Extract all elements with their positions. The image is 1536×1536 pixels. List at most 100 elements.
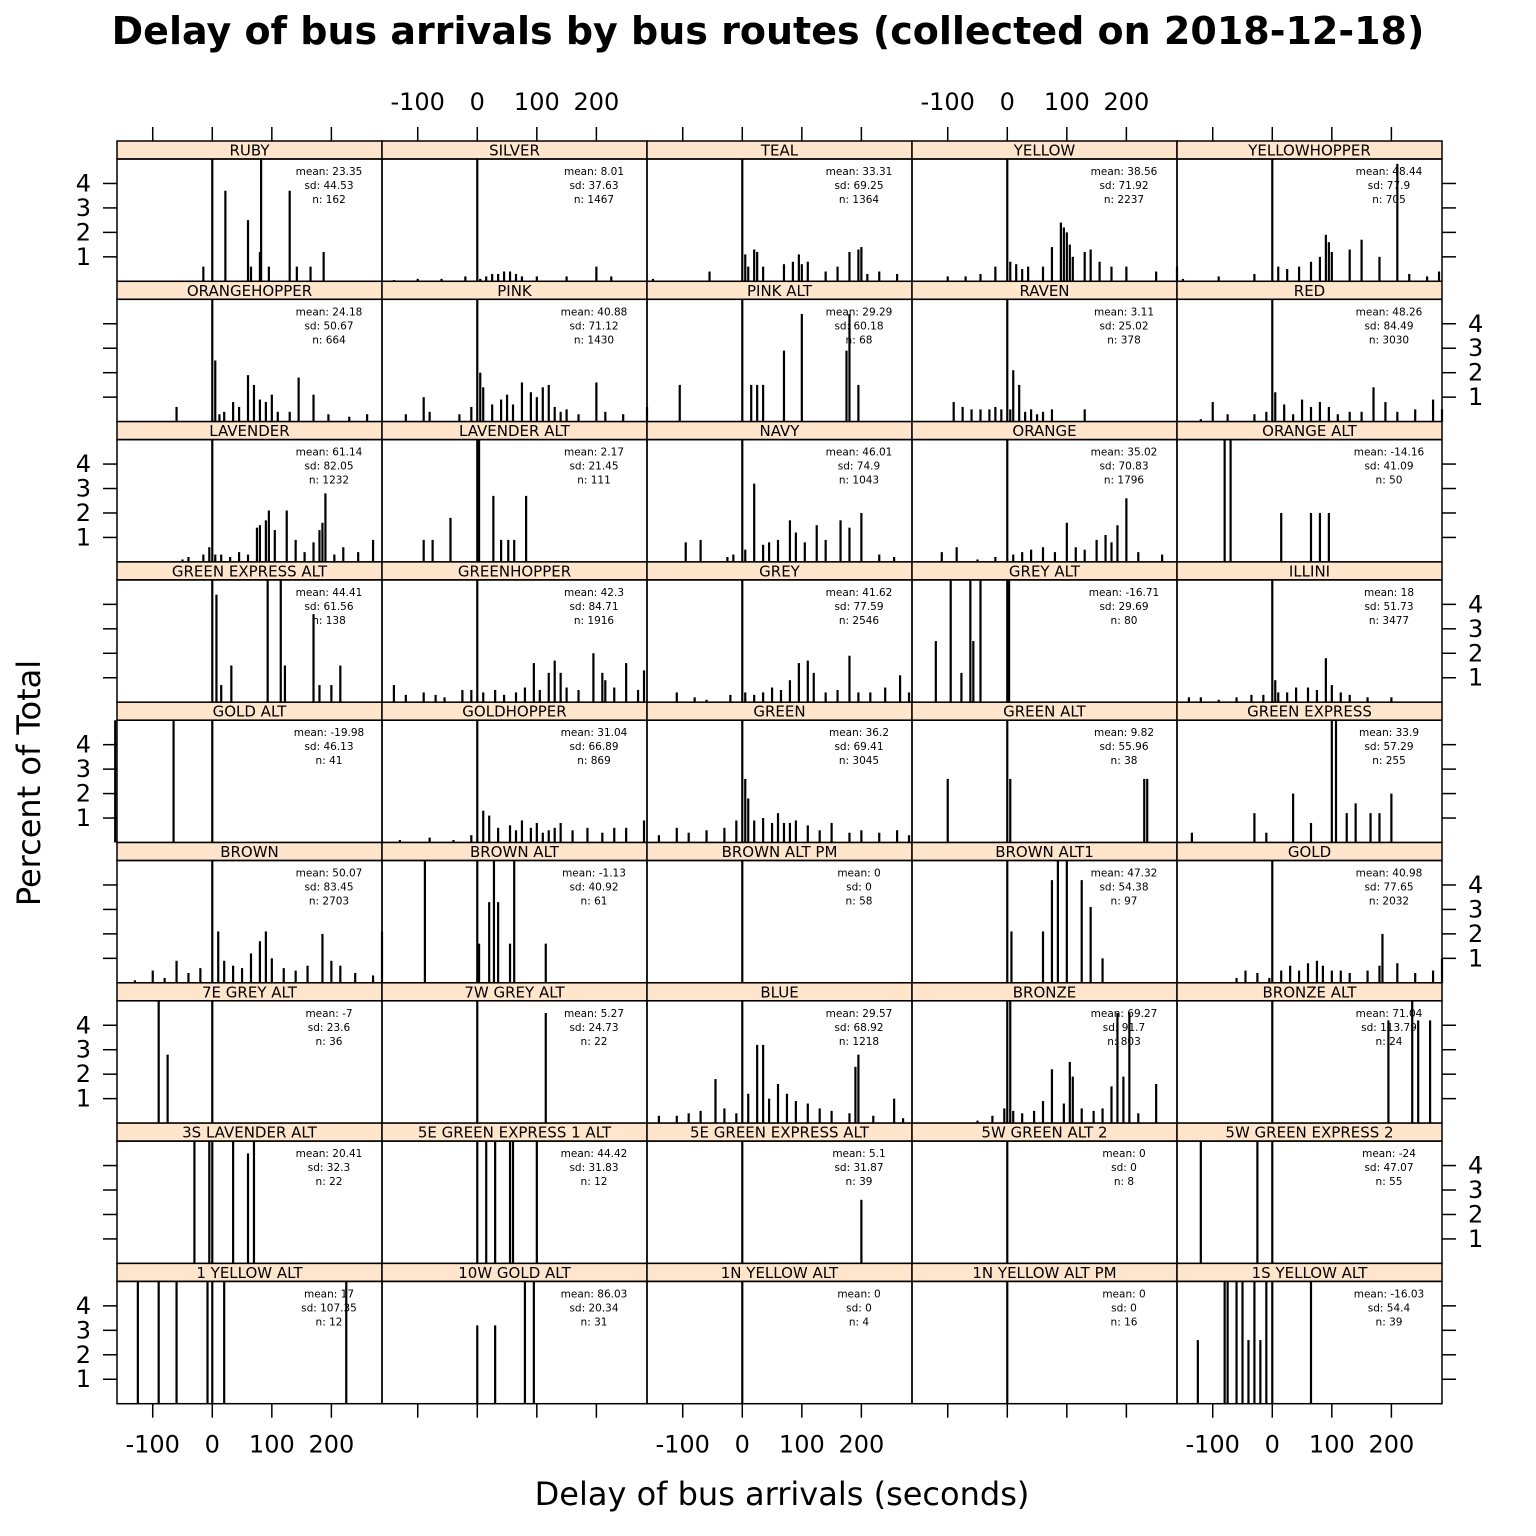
panel-stat-n: n: 31	[581, 1316, 608, 1328]
panel-stat-sd: sd: 46.13	[304, 741, 353, 753]
x-tick-label: -100	[655, 1431, 709, 1459]
panel-stat-sd: sd: 41.09	[1364, 461, 1413, 473]
panel-stat-mean: mean: 33.9	[1359, 727, 1419, 739]
x-tick-label: -100	[1185, 1431, 1239, 1459]
chart-title: Delay of bus arrivals by bus routes (col…	[112, 9, 1425, 53]
panel-stat-n: n: 1364	[839, 194, 880, 206]
panel-stat-n: n: 1232	[309, 475, 349, 487]
panel-strip-label: BRONZE	[1013, 983, 1077, 1001]
panel-stat-sd: sd: 37.63	[569, 180, 618, 192]
panel: BROWN ALT PM mean: 0 sd: 0 n: 58	[646, 841, 913, 984]
panel-strip-label: 5E GREEN EXPRESS ALT	[690, 1124, 870, 1142]
panel-stat-mean: mean: -16.03	[1354, 1288, 1425, 1300]
panel-stat-mean: mean: 0	[1102, 1288, 1145, 1300]
panel-strip-label: GOLDHOPPER	[462, 703, 566, 721]
panel-strip-label: YELLOW	[1013, 142, 1076, 160]
x-tick-label: 0	[470, 88, 485, 116]
panel-strip-label: LAVENDER ALT	[459, 422, 571, 440]
y-tick-label: 3	[76, 1316, 91, 1344]
x-tick-label: 0	[1000, 88, 1015, 116]
y-tick-label: 1	[1468, 944, 1483, 972]
panel-stat-n: n: 58	[846, 896, 873, 908]
panel-stat-sd: sd: 0	[846, 1302, 872, 1314]
panel-strip-label: BROWN	[220, 843, 279, 861]
panel-strip-label: GREEN EXPRESS ALT	[172, 562, 328, 580]
y-tick-label: 1	[76, 804, 91, 832]
panel: SILVER mean: 8.01 sd: 37.63 n: 1467	[381, 140, 648, 283]
panel-strip-label: GREEN	[753, 703, 805, 721]
panel-stat-sd: sd: 50.67	[304, 320, 353, 332]
x-tick-label: 100	[249, 1431, 295, 1459]
panel: GREENHOPPER mean: 42.3 sd: 84.71 n: 1916	[381, 561, 648, 703]
panel-stat-mean: mean: 44.42	[561, 1148, 628, 1160]
panel-strip-label: RAVEN	[1019, 282, 1069, 300]
y-tick-label: 1	[76, 523, 91, 551]
y-tick-label: 3	[1468, 1176, 1483, 1204]
panel: PINK ALT mean: 29.29 sd: 60.18 n: 68	[646, 280, 913, 423]
panel-strip-label: GREEN ALT	[1003, 703, 1087, 721]
panel-strip-label: 3S LAVENDER ALT	[182, 1124, 318, 1142]
panel-stat-sd: sd: 91.7	[1103, 1022, 1145, 1034]
panel-frame	[1176, 1280, 1443, 1405]
panel-stat-sd: sd: 84.49	[1364, 320, 1413, 332]
panel: 10W GOLD ALT mean: 86.03 sd: 20.34 n: 31	[381, 1262, 648, 1405]
panel-stat-sd: sd: 0	[1111, 1162, 1137, 1174]
y-tick-label: 4	[76, 1011, 91, 1039]
y-tick-label: 4	[1468, 1152, 1483, 1180]
panel-strip-label: 7E GREY ALT	[202, 983, 298, 1001]
panel: 5W GREEN ALT 2 mean: 0 sd: 0 n: 8	[911, 1122, 1178, 1265]
panel-stat-sd: sd: 77.59	[834, 601, 883, 613]
panel-stat-sd: sd: 71.92	[1099, 180, 1148, 192]
panel-stat-n: n: 55	[1376, 1176, 1403, 1188]
panel-strip-label: GOLD	[1288, 843, 1331, 861]
y-tick-label: 2	[76, 499, 91, 527]
panel-stat-mean: mean: 71.04	[1356, 1008, 1423, 1020]
panel-stat-sd: sd: 47.07	[1364, 1162, 1413, 1174]
panel: BRONZE mean: 69.27 sd: 91.7 n: 803	[911, 982, 1178, 1124]
y-tick-label: 2	[76, 1341, 91, 1369]
panel-stat-mean: mean: 41.62	[826, 587, 893, 599]
panel-stat-n: n: 2237	[1104, 194, 1144, 206]
panel-stat-n: n: 1218	[839, 1036, 879, 1048]
panel-stat-mean: mean: -24	[1362, 1148, 1416, 1160]
panel: ORANGEHOPPER mean: 24.18 sd: 50.67 n: 664	[116, 280, 383, 423]
panel-stat-mean: mean: 29.57	[826, 1008, 893, 1020]
panel: 7W GREY ALT mean: 5.27 sd: 24.73 n: 22	[381, 982, 648, 1124]
panel: GREEN EXPRESS ALT mean: 44.41 sd: 61.56 n: …	[116, 561, 383, 703]
panel-stat-sd: sd: 69.25	[834, 180, 883, 192]
panel-stat-mean: mean: 33.31	[826, 166, 893, 178]
panel-stat-mean: mean: 5.1	[832, 1148, 885, 1160]
panel-strip-label: GREY ALT	[1009, 562, 1081, 580]
panel-stat-n: n: 12	[316, 1316, 343, 1328]
panel-stat-sd: sd: 44.53	[304, 180, 353, 192]
panel-stat-sd: sd: 32.3	[308, 1162, 350, 1174]
panel-stat-mean: mean: 48.44	[1356, 166, 1423, 178]
panel-stat-mean: mean: 0	[1102, 1148, 1145, 1160]
y-tick-label: 4	[76, 169, 91, 197]
panel-stat-n: n: 3030	[1369, 334, 1409, 346]
panel: RUBY mean: 23.35 sd: 44.53 n: 162	[116, 140, 383, 283]
panel-stat-n: n: 12	[581, 1176, 608, 1188]
panel: LAVENDER mean: 61.14 sd: 82.05 n: 1232	[116, 420, 383, 563]
panel-stat-n: n: 50	[1376, 475, 1403, 487]
panel-strip-label: BRONZE ALT	[1263, 983, 1358, 1001]
x-tick-label: 0	[205, 1431, 220, 1459]
panel-stat-mean: mean: 36.2	[829, 727, 889, 739]
panel-stat-n: n: 3477	[1369, 615, 1409, 627]
panel: GREEN ALT mean: 9.82 sd: 55.96 n: 38	[911, 701, 1178, 844]
panel: GOLDHOPPER mean: 31.04 sd: 66.89 n: 869	[381, 701, 648, 844]
panel-stat-mean: mean: -7	[305, 1008, 352, 1020]
panel-stat-mean: mean: 0	[837, 1288, 880, 1300]
x-tick-label: 200	[838, 1431, 884, 1459]
x-tick-label: 100	[1309, 1431, 1355, 1459]
panel-stat-sd: sd: 68.92	[834, 1022, 883, 1034]
panel-stat-n: n: 41	[316, 755, 343, 767]
panel-stat-sd: sd: 107.35	[301, 1302, 357, 1314]
panel-stat-sd: sd: 40.92	[569, 882, 618, 894]
panel-stat-mean: mean: -14.16	[1354, 447, 1425, 459]
panel-stat-mean: mean: 35.02	[1091, 447, 1158, 459]
panel-stat-n: n: 97	[1111, 896, 1138, 908]
panel-strip-label: 1S YELLOW ALT	[1252, 1264, 1369, 1282]
panel-stat-mean: mean: 2.17	[564, 447, 624, 459]
panel: RED mean: 48.26 sd: 84.49 n: 3030	[1176, 280, 1444, 423]
